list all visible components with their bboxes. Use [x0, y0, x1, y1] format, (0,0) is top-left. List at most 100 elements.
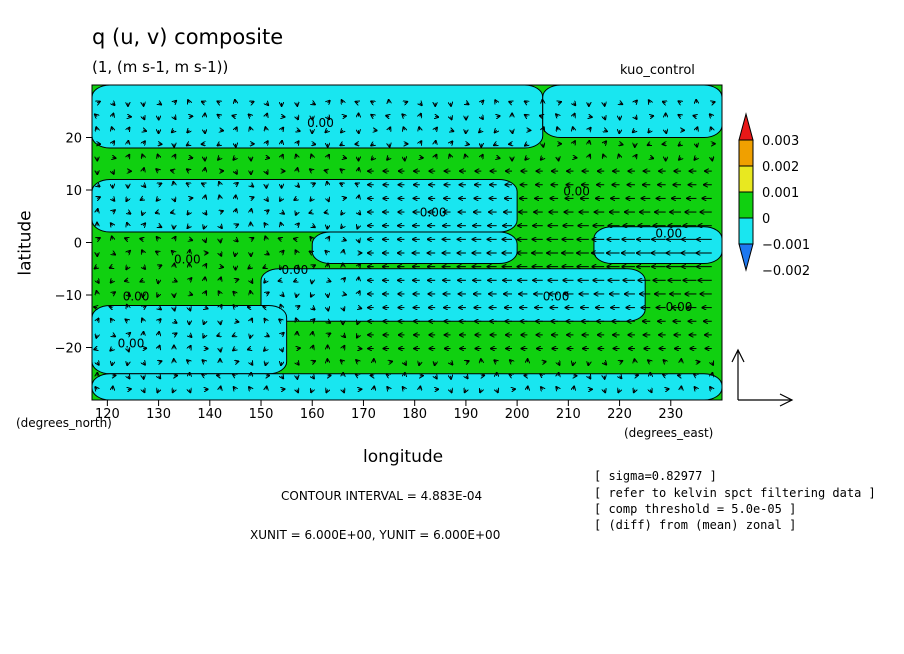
wind-vector: [293, 239, 296, 240]
wind-vector: [402, 387, 404, 390]
wind-vector: [187, 212, 189, 215]
wind-vector: [205, 264, 207, 267]
wind-vector: [340, 183, 343, 185]
wind-vector: [251, 318, 252, 321]
wind-vector: [294, 280, 297, 282]
wind-vector: [157, 390, 158, 393]
wind-vector: [282, 212, 285, 214]
wind-vector: [297, 362, 299, 365]
wind-vector: [310, 198, 312, 201]
wind-vector: [340, 144, 343, 146]
x-tick-label: 120: [95, 407, 120, 422]
wind-vector: [604, 117, 605, 120]
wind-vector: [174, 154, 176, 157]
wind-vector: [112, 198, 114, 201]
wind-vector: [635, 154, 637, 157]
x-tick-label: 160: [300, 407, 325, 422]
wind-vector: [312, 226, 315, 228]
wind-vector: [171, 212, 174, 213]
wind-vector: [712, 372, 713, 375]
wind-vector: [481, 154, 483, 157]
wind-vector: [343, 116, 346, 117]
wind-vector: [157, 294, 159, 297]
wind-vector: [174, 333, 177, 335]
wind-vector: [604, 362, 606, 365]
wind-vector: [247, 349, 250, 350]
wind-vector: [525, 157, 527, 160]
wind-vector: [294, 198, 297, 200]
wind-vector: [355, 374, 358, 376]
wind-vector: [217, 144, 220, 146]
wind-vector: [205, 308, 208, 309]
wind-vector: [235, 239, 238, 241]
wind-vector: [189, 198, 192, 199]
wind-vector: [710, 387, 712, 390]
colorbar-tick-label: 0.002: [762, 160, 799, 175]
wind-vector: [435, 117, 438, 118]
wind-vector: [343, 345, 345, 348]
wind-vector: [157, 154, 158, 157]
wind-vector: [556, 387, 558, 390]
wind-vector: [524, 101, 527, 103]
wind-vector: [524, 375, 527, 376]
wind-vector: [558, 102, 561, 103]
contour-interval: CONTOUR INTERVAL = 4.883E-04: [281, 489, 483, 503]
wind-vector: [558, 372, 559, 375]
wind-vector: [220, 130, 223, 131]
wind-vector: [171, 130, 173, 132]
colorbar-max-triangle: [738, 112, 754, 141]
y-tick-label: −10: [55, 289, 82, 304]
wind-vector: [143, 130, 146, 131]
wind-vector: [143, 168, 144, 171]
wind-vector: [543, 144, 544, 147]
wind-vector: [233, 157, 235, 160]
wind-vector: [97, 185, 100, 187]
wind-vector: [403, 127, 404, 130]
wind-vector: [143, 267, 145, 270]
wind-vector: [663, 360, 665, 362]
wind-vector: [235, 209, 236, 212]
wind-vector: [343, 308, 344, 311]
wind-vector: [263, 306, 266, 307]
wind-vector: [203, 226, 204, 229]
wind-vector: [97, 101, 100, 103]
wind-vector: [109, 307, 112, 308]
contour-label: 0.00: [655, 226, 682, 240]
wind-vector: [174, 100, 177, 102]
wind-vector: [128, 250, 130, 253]
wind-vector: [232, 374, 235, 376]
wind-vector: [650, 116, 653, 117]
wind-vector: [189, 345, 191, 348]
wind-vector: [358, 264, 360, 267]
wind-vector: [143, 185, 145, 188]
wind-vector: [435, 154, 436, 157]
y-tick-label: 0: [74, 237, 82, 252]
wind-vector: [311, 294, 313, 297]
wind-vector: [143, 141, 145, 144]
wind-vector: [678, 101, 681, 103]
wind-vector: [278, 280, 281, 281]
wind-vector: [324, 212, 327, 213]
wind-vector: [205, 195, 206, 198]
wind-vector: [558, 362, 560, 365]
wind-vector: [404, 102, 407, 103]
wind-vector: [296, 318, 297, 321]
wind-vector: [112, 292, 115, 294]
wind-vector: [386, 116, 389, 117]
wind-vector: [604, 130, 607, 131]
wind-vector: [280, 198, 282, 201]
wind-vector: [588, 362, 589, 365]
wind-vector: [341, 226, 343, 229]
wind-vector: [282, 127, 284, 130]
wind-vector: [189, 308, 190, 311]
wind-vector: [435, 376, 437, 379]
wind-vector: [250, 127, 251, 130]
wind-vector: [541, 387, 543, 390]
wind-vector: [557, 127, 558, 130]
wind-vector: [573, 362, 574, 365]
wind-vector: [174, 263, 175, 266]
wind-vector: [328, 308, 329, 311]
wind-vector: [420, 103, 422, 106]
wind-vector: [451, 390, 452, 393]
wind-vector: [264, 280, 266, 283]
